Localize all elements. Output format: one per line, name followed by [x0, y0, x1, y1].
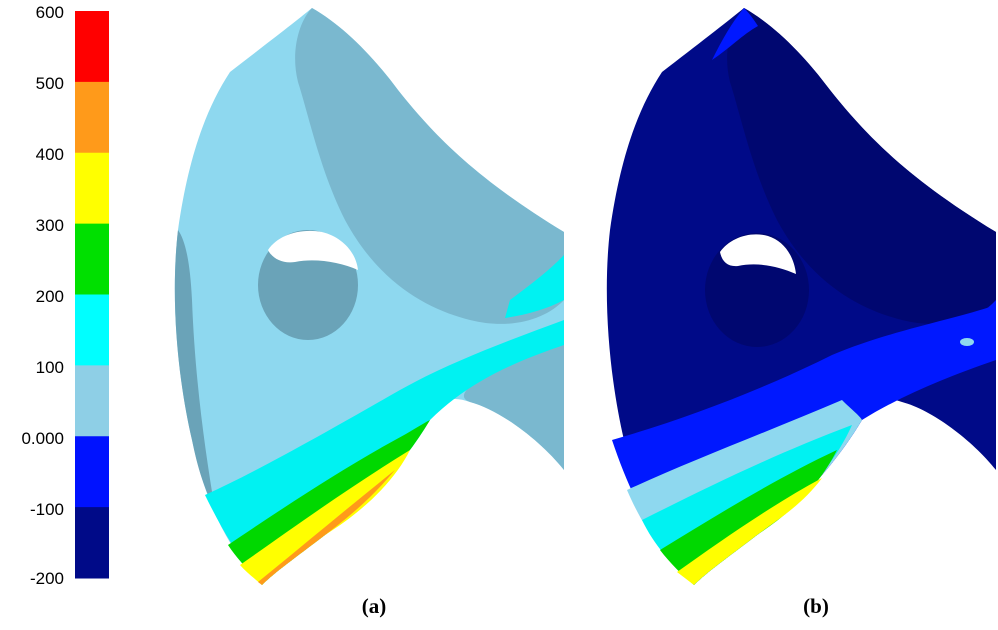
legend-tick-labels: 600 500 400 300 200 100 0.000 -100 -200 [21, 3, 64, 588]
legend-band-6 [75, 436, 109, 508]
panel-b-band-green [660, 450, 837, 585]
panel-b-band-yellow [677, 478, 822, 585]
legend-tick-minus-200: -200 [30, 569, 64, 588]
panel-a-band-yellow [240, 450, 410, 585]
legend-tick-0: 0.000 [21, 429, 64, 448]
legend-tick-minus-100: -100 [30, 500, 64, 519]
legend-tick-300: 300 [36, 216, 64, 235]
panel-a-shaded-face-top [295, 8, 564, 324]
panel-a-shaded-face-right [463, 330, 564, 470]
panel-a-stress-model [174, 8, 564, 585]
panel-b-band-blue-top [712, 8, 758, 60]
legend-band-1 [75, 81, 109, 154]
legend-band-5 [75, 365, 109, 437]
panel-b-hole-opening [720, 234, 796, 274]
legend-tick-600: 600 [36, 3, 64, 22]
panel-b-highlight-spot [960, 338, 974, 346]
legend-tick-400: 400 [36, 145, 64, 164]
panel-a-hole-opening [268, 230, 358, 270]
legend-tick-500: 500 [36, 74, 64, 93]
legend-tick-100: 100 [36, 358, 64, 377]
legend-band-7 [75, 507, 109, 579]
panel-a-shaded-face-left [174, 230, 215, 510]
legend-color-bar [75, 11, 109, 579]
panel-a-band-orange [258, 470, 395, 585]
panel-a-band-cyan-right [505, 255, 564, 318]
panel-b-shaded-face-top [727, 8, 996, 324]
legend-band-0 [75, 11, 109, 83]
legend-tick-200: 200 [36, 287, 64, 306]
panel-b-label: (b) [803, 594, 829, 618]
legend-band-2 [75, 152, 109, 225]
panel-b-band-blue-right [952, 300, 996, 360]
legend-band-4 [75, 294, 109, 366]
legend-band-3 [75, 223, 109, 296]
panel-b-stress-model [606, 8, 996, 585]
color-legend: 600 500 400 300 200 100 0.000 -100 -200 [21, 3, 109, 588]
panel-a-label: (a) [362, 594, 387, 618]
